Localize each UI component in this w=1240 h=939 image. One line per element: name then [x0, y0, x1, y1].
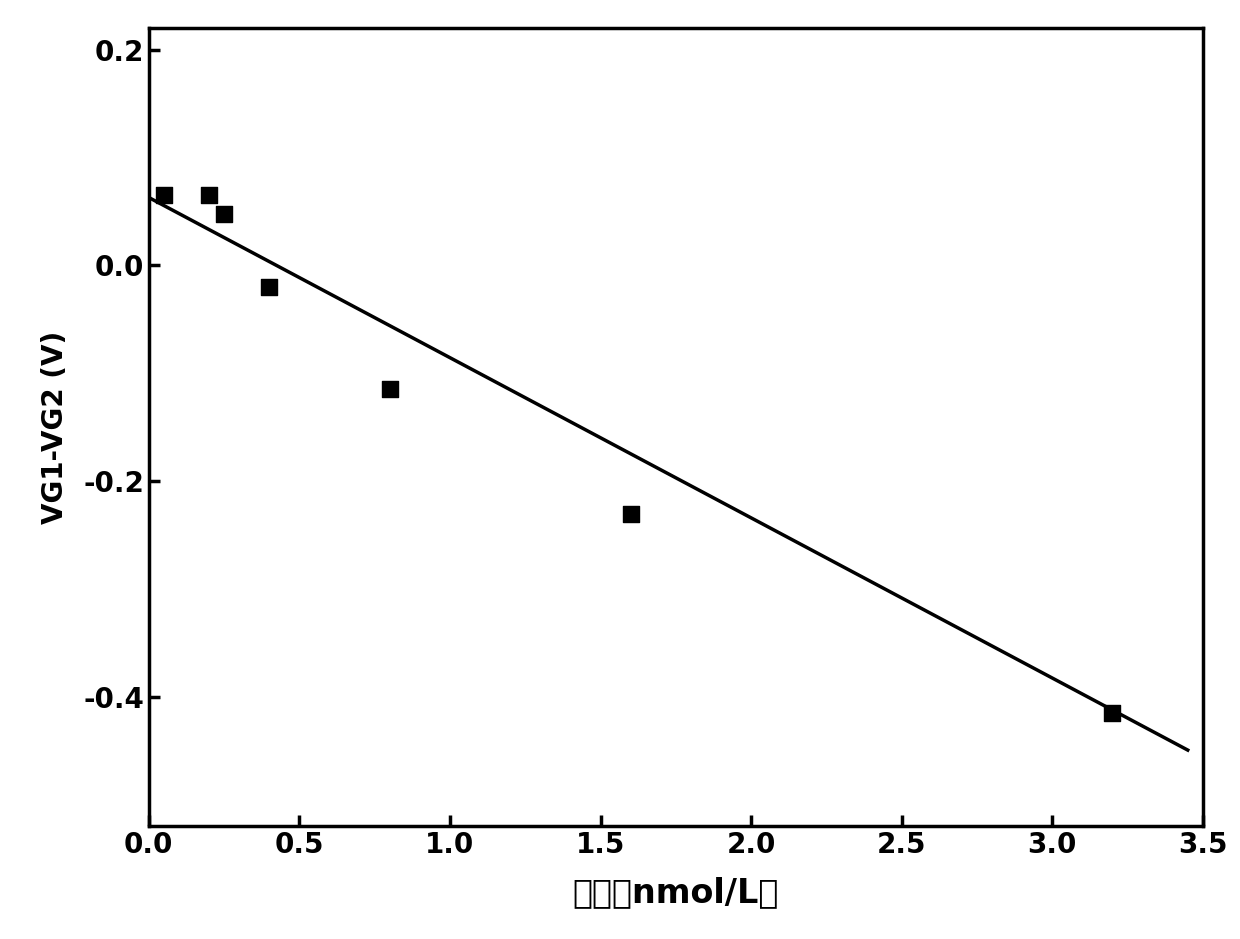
Y-axis label: VG1-VG2 (V): VG1-VG2 (V) [41, 331, 69, 524]
Point [200, 188, 219, 203]
Point [215, 207, 234, 222]
Point [621, 506, 641, 521]
Point [154, 188, 174, 203]
Point [1102, 705, 1122, 720]
Point [259, 280, 279, 295]
Point [379, 382, 399, 397]
X-axis label: 浓度（nmol/L）: 浓度（nmol/L） [573, 876, 779, 909]
